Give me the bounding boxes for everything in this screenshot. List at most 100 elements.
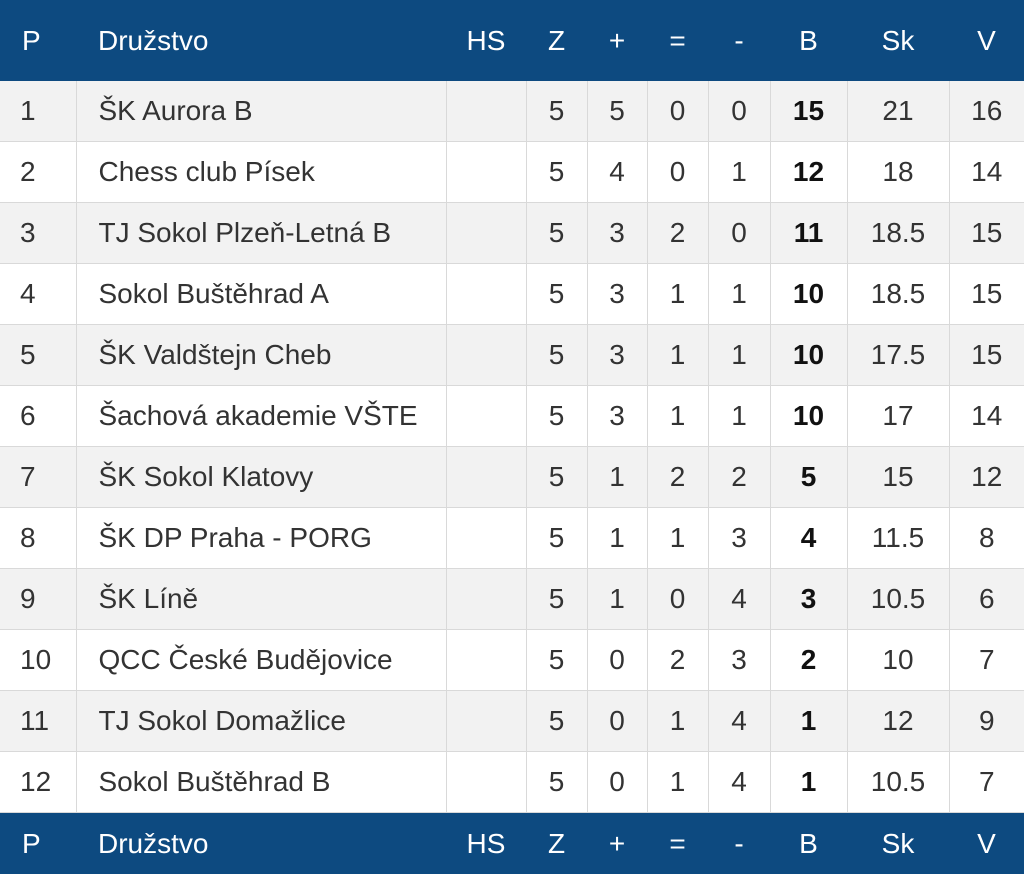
cell-score: 18.5 <box>847 202 950 264</box>
header-score[interactable]: Sk <box>847 0 949 81</box>
cell-losses: 1 <box>708 324 771 386</box>
cell-games: 5 <box>526 751 588 813</box>
cell-team: Sokol Buštěhrad B <box>76 751 447 813</box>
header-v[interactable]: V <box>949 0 1024 81</box>
cell-v: 7 <box>949 629 1024 691</box>
cell-wins: 0 <box>587 751 648 813</box>
cell-games: 5 <box>526 568 588 630</box>
cell-v: 7 <box>949 751 1024 813</box>
footer-losses: - <box>708 812 770 874</box>
footer-games: Z <box>526 812 587 874</box>
cell-position: 8 <box>0 507 77 569</box>
cell-wins: 1 <box>587 507 648 569</box>
table-header-row: P Družstvo HS Z + = - B Sk V <box>0 0 1024 81</box>
table-row: 10 QCC České Budějovice 5 0 2 3 2 10 7 <box>0 629 1024 691</box>
cell-position: 3 <box>0 202 77 264</box>
cell-draws: 1 <box>647 751 709 813</box>
header-losses[interactable]: - <box>708 0 770 81</box>
cell-hs <box>446 202 527 264</box>
table-row: 6 Šachová akademie VŠTE 5 3 1 1 10 17 14 <box>0 385 1024 447</box>
table-footer-row: P Družstvo HS Z + = - B Sk V <box>0 812 1024 874</box>
footer-v: V <box>949 812 1024 874</box>
cell-games: 5 <box>526 446 588 508</box>
cell-points: 1 <box>770 690 848 752</box>
header-team[interactable]: Družstvo <box>76 0 446 81</box>
cell-points: 10 <box>770 324 848 386</box>
cell-team: Chess club Písek <box>76 141 447 203</box>
cell-points: 4 <box>770 507 848 569</box>
cell-score: 15 <box>847 446 950 508</box>
cell-draws: 0 <box>647 81 709 142</box>
table-row: 4 Sokol Buštěhrad A 5 3 1 1 10 18.5 15 <box>0 263 1024 325</box>
cell-points: 3 <box>770 568 848 630</box>
cell-hs <box>446 629 527 691</box>
cell-losses: 0 <box>708 81 771 142</box>
cell-points: 10 <box>770 385 848 447</box>
cell-score: 11.5 <box>847 507 950 569</box>
header-wins[interactable]: + <box>587 0 647 81</box>
cell-v: 15 <box>949 202 1024 264</box>
cell-games: 5 <box>526 507 588 569</box>
cell-wins: 0 <box>587 690 648 752</box>
cell-games: 5 <box>526 324 588 386</box>
cell-team: TJ Sokol Domažlice <box>76 690 447 752</box>
cell-team: TJ Sokol Plzeň-Letná B <box>76 202 447 264</box>
cell-draws: 1 <box>647 690 709 752</box>
footer-team: Družstvo <box>76 812 446 874</box>
cell-points: 10 <box>770 263 848 325</box>
cell-games: 5 <box>526 202 588 264</box>
cell-losses: 1 <box>708 141 771 203</box>
cell-losses: 1 <box>708 263 771 325</box>
cell-score: 18 <box>847 141 950 203</box>
cell-losses: 4 <box>708 751 771 813</box>
cell-wins: 0 <box>587 629 648 691</box>
cell-draws: 2 <box>647 202 709 264</box>
cell-hs <box>446 81 527 142</box>
cell-team: Šachová akademie VŠTE <box>76 385 447 447</box>
footer-score: Sk <box>847 812 949 874</box>
cell-hs <box>446 507 527 569</box>
cell-wins: 3 <box>587 385 648 447</box>
header-games[interactable]: Z <box>526 0 587 81</box>
cell-team: ŠK Valdštejn Cheb <box>76 324 447 386</box>
footer-draws: = <box>647 812 708 874</box>
cell-games: 5 <box>526 690 588 752</box>
cell-games: 5 <box>526 81 588 142</box>
cell-draws: 1 <box>647 324 709 386</box>
cell-v: 16 <box>949 81 1024 142</box>
cell-score: 12 <box>847 690 950 752</box>
cell-wins: 5 <box>587 81 648 142</box>
cell-games: 5 <box>526 141 588 203</box>
header-position[interactable]: P <box>0 0 76 81</box>
cell-score: 17.5 <box>847 324 950 386</box>
cell-position: 2 <box>0 141 77 203</box>
cell-score: 10.5 <box>847 568 950 630</box>
table-row: 7 ŠK Sokol Klatovy 5 1 2 2 5 15 12 <box>0 446 1024 508</box>
cell-position: 4 <box>0 263 77 325</box>
cell-hs <box>446 690 527 752</box>
cell-hs <box>446 324 527 386</box>
cell-team: ŠK Sokol Klatovy <box>76 446 447 508</box>
cell-losses: 3 <box>708 507 771 569</box>
cell-team: ŠK Líně <box>76 568 447 630</box>
cell-v: 6 <box>949 568 1024 630</box>
header-points[interactable]: B <box>770 0 847 81</box>
cell-hs <box>446 568 527 630</box>
cell-team: Sokol Buštěhrad A <box>76 263 447 325</box>
table-row: 12 Sokol Buštěhrad B 5 0 1 4 1 10.5 7 <box>0 751 1024 813</box>
cell-position: 10 <box>0 629 77 691</box>
header-hs[interactable]: HS <box>446 0 526 81</box>
header-draws[interactable]: = <box>647 0 708 81</box>
cell-points: 11 <box>770 202 848 264</box>
cell-score: 17 <box>847 385 950 447</box>
cell-losses: 3 <box>708 629 771 691</box>
cell-games: 5 <box>526 263 588 325</box>
table-row: 3 TJ Sokol Plzeň-Letná B 5 3 2 0 11 18.5 15 <box>0 202 1024 264</box>
cell-position: 11 <box>0 690 77 752</box>
cell-games: 5 <box>526 385 588 447</box>
cell-wins: 3 <box>587 324 648 386</box>
table-row: 11 TJ Sokol Domažlice 5 0 1 4 1 12 9 <box>0 690 1024 752</box>
cell-score: 10 <box>847 629 950 691</box>
footer-points: B <box>770 812 847 874</box>
